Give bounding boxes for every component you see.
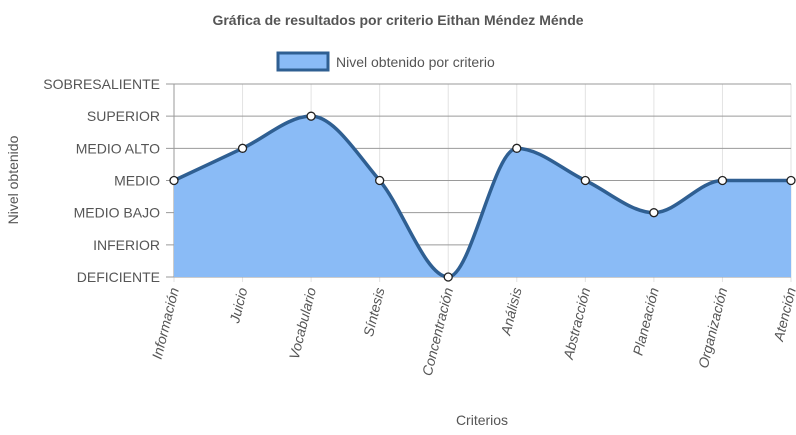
y-tick-label: MEDIO BAJO bbox=[74, 205, 160, 221]
series-line bbox=[173, 114, 791, 279]
y-tick-label: SOBRESALIENTE bbox=[43, 76, 160, 92]
data-point-1[interactable] bbox=[169, 175, 179, 186]
x-tick-label: Juicio bbox=[226, 286, 250, 326]
x-axis-title: Criterios bbox=[456, 412, 508, 428]
data-point-8[interactable] bbox=[649, 208, 659, 218]
y-axis-ticks: DEFICIENTE INFERIOR MEDIO BAJO MEDIO MEDIO A… bbox=[43, 76, 160, 285]
data-points bbox=[169, 111, 796, 282]
series-area bbox=[173, 114, 791, 279]
y-tick-label: MEDIO ALTO bbox=[76, 140, 160, 156]
data-point-9[interactable] bbox=[717, 175, 728, 186]
x-tick-label: Síntesis bbox=[360, 286, 388, 338]
data-point-4[interactable] bbox=[375, 175, 385, 186]
y-tick-label: INFERIOR bbox=[93, 237, 160, 253]
data-point-7[interactable] bbox=[580, 175, 590, 186]
x-axis-ticks: Información Juicio Vocabulario Síntesis Conc… bbox=[149, 286, 796, 378]
x-tick-label: Concentración bbox=[419, 286, 456, 378]
x-tick-label: Abstracción bbox=[560, 286, 594, 362]
data-point-5[interactable] bbox=[443, 272, 453, 282]
data-point-2[interactable] bbox=[237, 143, 248, 153]
y-axis-title: Nivel obtenido bbox=[5, 135, 21, 224]
x-tick-label: Vocabulario bbox=[286, 286, 319, 361]
chart-title: Gráfica de resultados por criterio Eitha… bbox=[212, 12, 583, 28]
y-tick-label: MEDIO bbox=[114, 173, 160, 189]
y-tick-label: DEFICIENTE bbox=[77, 269, 160, 285]
legend-swatch bbox=[276, 51, 330, 72]
data-point-6[interactable] bbox=[512, 143, 522, 153]
x-tick-label: Información bbox=[149, 286, 182, 361]
legend-label: Nivel obtenido por criterio bbox=[336, 54, 495, 70]
x-tick-label: Planeación bbox=[630, 286, 662, 357]
legend[interactable]: Nivel obtenido por criterio bbox=[276, 51, 495, 72]
x-tick-label: Atención bbox=[770, 286, 796, 344]
x-tick-label: Organización bbox=[695, 286, 731, 370]
data-point-10[interactable] bbox=[786, 175, 796, 186]
series-area-fill bbox=[174, 116, 791, 278]
y-tick-label: SUPERIOR bbox=[87, 108, 160, 124]
x-tick-label: Análisis bbox=[497, 286, 524, 338]
data-point-3[interactable] bbox=[306, 111, 316, 121]
